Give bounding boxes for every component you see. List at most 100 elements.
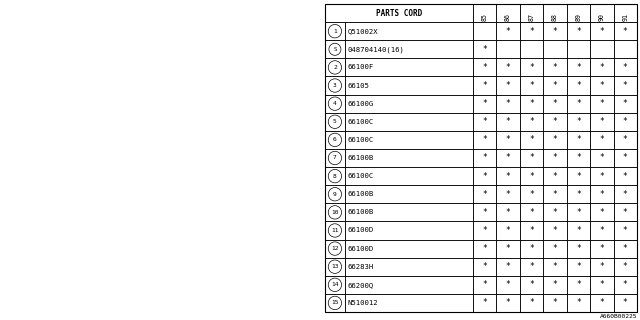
Bar bbox=[520, 113, 543, 131]
Bar bbox=[325, 276, 345, 294]
Bar bbox=[520, 276, 543, 294]
Bar bbox=[543, 131, 566, 149]
Bar bbox=[614, 4, 637, 22]
Text: 7: 7 bbox=[333, 156, 337, 161]
Text: *: * bbox=[623, 244, 628, 253]
Text: S: S bbox=[333, 47, 337, 52]
Bar bbox=[497, 149, 520, 167]
Text: *: * bbox=[482, 154, 487, 163]
Text: *: * bbox=[552, 280, 557, 289]
Bar bbox=[520, 40, 543, 58]
Bar bbox=[566, 40, 590, 58]
Text: *: * bbox=[482, 299, 487, 308]
Text: *: * bbox=[482, 226, 487, 235]
Bar bbox=[473, 240, 497, 258]
Bar bbox=[325, 203, 345, 221]
Text: *: * bbox=[506, 208, 511, 217]
Text: *: * bbox=[482, 99, 487, 108]
Text: *: * bbox=[482, 135, 487, 144]
Bar bbox=[497, 58, 520, 76]
Bar bbox=[566, 113, 590, 131]
Bar bbox=[520, 167, 543, 185]
Text: 66100D: 66100D bbox=[348, 245, 374, 252]
Text: *: * bbox=[552, 63, 557, 72]
Text: 5: 5 bbox=[333, 119, 337, 124]
Text: 88: 88 bbox=[552, 13, 558, 21]
Text: *: * bbox=[576, 208, 581, 217]
Bar bbox=[566, 167, 590, 185]
Text: *: * bbox=[529, 244, 534, 253]
Bar bbox=[325, 167, 345, 185]
Bar bbox=[590, 149, 614, 167]
Bar bbox=[345, 149, 473, 167]
Text: *: * bbox=[529, 299, 534, 308]
Bar bbox=[614, 149, 637, 167]
Bar bbox=[473, 113, 497, 131]
Text: *: * bbox=[506, 63, 511, 72]
Text: *: * bbox=[552, 299, 557, 308]
Bar bbox=[497, 113, 520, 131]
Text: *: * bbox=[506, 190, 511, 199]
Bar bbox=[325, 95, 345, 113]
Bar bbox=[497, 95, 520, 113]
Text: 4: 4 bbox=[333, 101, 337, 106]
Text: *: * bbox=[529, 81, 534, 90]
Bar bbox=[325, 294, 345, 312]
Bar bbox=[345, 40, 473, 58]
Bar bbox=[590, 203, 614, 221]
Text: *: * bbox=[552, 81, 557, 90]
Bar bbox=[590, 76, 614, 95]
Bar bbox=[473, 131, 497, 149]
Bar bbox=[325, 131, 345, 149]
Bar bbox=[520, 240, 543, 258]
Bar bbox=[325, 149, 345, 167]
Bar bbox=[543, 95, 566, 113]
Text: 87: 87 bbox=[529, 13, 534, 21]
Bar bbox=[325, 113, 345, 131]
Bar bbox=[520, 185, 543, 203]
Bar bbox=[473, 4, 497, 22]
Bar bbox=[543, 58, 566, 76]
Text: *: * bbox=[506, 172, 511, 180]
Bar bbox=[566, 276, 590, 294]
Bar bbox=[497, 294, 520, 312]
Text: *: * bbox=[623, 117, 628, 126]
Text: 66100D: 66100D bbox=[348, 228, 374, 234]
Bar bbox=[520, 58, 543, 76]
Bar bbox=[566, 203, 590, 221]
Bar bbox=[614, 276, 637, 294]
Bar bbox=[473, 294, 497, 312]
Text: *: * bbox=[576, 99, 581, 108]
Text: A660B00225: A660B00225 bbox=[600, 314, 637, 319]
Text: *: * bbox=[623, 99, 628, 108]
Bar bbox=[614, 22, 637, 40]
Bar bbox=[566, 294, 590, 312]
Text: *: * bbox=[552, 27, 557, 36]
Text: 9: 9 bbox=[333, 192, 337, 197]
Text: *: * bbox=[576, 280, 581, 289]
Bar bbox=[566, 4, 590, 22]
Text: *: * bbox=[600, 299, 604, 308]
Text: *: * bbox=[576, 27, 581, 36]
Text: *: * bbox=[529, 226, 534, 235]
Bar bbox=[590, 95, 614, 113]
Bar bbox=[543, 40, 566, 58]
Text: *: * bbox=[552, 208, 557, 217]
Text: *: * bbox=[600, 27, 604, 36]
Bar bbox=[325, 221, 345, 240]
Bar bbox=[520, 95, 543, 113]
Text: 66100B: 66100B bbox=[348, 209, 374, 215]
Bar bbox=[497, 131, 520, 149]
Bar bbox=[614, 113, 637, 131]
Bar bbox=[543, 240, 566, 258]
Bar bbox=[497, 22, 520, 40]
Bar bbox=[543, 76, 566, 95]
Bar bbox=[497, 276, 520, 294]
Text: *: * bbox=[623, 208, 628, 217]
Bar bbox=[566, 76, 590, 95]
Text: *: * bbox=[623, 262, 628, 271]
Text: *: * bbox=[552, 117, 557, 126]
Text: *: * bbox=[506, 154, 511, 163]
Text: *: * bbox=[552, 262, 557, 271]
Text: *: * bbox=[576, 226, 581, 235]
